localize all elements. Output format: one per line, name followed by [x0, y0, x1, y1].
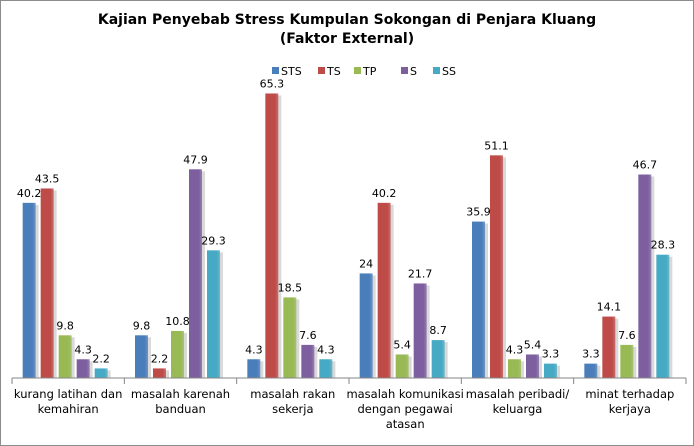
- legend-swatch-tp: [354, 67, 361, 74]
- x-tick-label: banduan: [155, 402, 206, 416]
- x-tick-label: masalah komunikasi: [346, 387, 463, 401]
- data-label: 5.4: [393, 338, 411, 351]
- bar-tp-6: [620, 344, 634, 378]
- bar-ss-5: [544, 363, 557, 378]
- x-tick-label: sekerja: [272, 402, 313, 416]
- data-label: 29.3: [201, 234, 226, 247]
- data-label: 9.8: [133, 319, 151, 332]
- x-tick-label: dengan pegawai: [358, 402, 453, 416]
- legend-label-ss: SS: [442, 65, 456, 78]
- x-tick-label: keluarga: [493, 402, 543, 416]
- legend-swatch-s: [401, 67, 408, 74]
- data-label: 7.6: [299, 329, 317, 342]
- x-tick-label: kurang latihan dan: [14, 387, 122, 401]
- legend-swatch-ss: [433, 67, 440, 74]
- data-label: 43.5: [35, 172, 60, 185]
- legend-swatch-sts: [272, 67, 279, 74]
- data-label: 4.3: [506, 343, 524, 356]
- bar-sts-5: [472, 221, 485, 378]
- data-label: 4.3: [245, 343, 263, 356]
- bar-ts-1: [40, 188, 54, 378]
- legend: STS TS TP S SS: [272, 65, 456, 78]
- bar-ts-3: [265, 93, 279, 378]
- data-label: 8.7: [429, 324, 447, 337]
- legend-label-tp: TP: [362, 65, 377, 78]
- data-label: 10.8: [165, 315, 190, 328]
- data-label: 24: [359, 257, 373, 270]
- data-label: 2.2: [151, 352, 169, 365]
- chart-subtitle: (Faktor External): [279, 31, 415, 47]
- data-label: 47.9: [183, 153, 208, 166]
- data-label: 40.2: [17, 187, 42, 200]
- bar-s-5: [526, 354, 539, 378]
- bar-ts-6: [602, 316, 616, 378]
- data-label: 46.7: [633, 159, 658, 172]
- data-label: 14.1: [597, 301, 622, 314]
- x-tick-label: atasan: [386, 417, 425, 431]
- x-tick-label: masalah karenah: [131, 387, 230, 401]
- bar-ts-4: [377, 202, 391, 378]
- bar-sts-3: [247, 359, 261, 378]
- bars-layer: [22, 93, 673, 378]
- bar-sts-2: [135, 335, 148, 378]
- legend-label-sts: STS: [281, 65, 302, 78]
- bar-sts-1: [22, 202, 36, 378]
- bar-ss-6: [656, 254, 670, 378]
- x-tick-label: masalah rakan: [250, 387, 335, 401]
- data-label: 40.2: [372, 187, 397, 200]
- data-label: 3.3: [582, 348, 600, 361]
- bar-tp-2: [171, 330, 184, 378]
- bar-tp-4: [395, 354, 409, 378]
- bar-tp-3: [283, 297, 297, 378]
- bar-s-4: [413, 283, 427, 378]
- bar-sts-6: [584, 363, 598, 378]
- bar-s-2: [189, 169, 202, 378]
- data-label: 9.8: [56, 319, 74, 332]
- data-label: 51.1: [484, 139, 509, 152]
- data-label: 18.5: [278, 281, 303, 294]
- data-label: 4.3: [317, 343, 335, 356]
- bar-s-1: [76, 359, 90, 378]
- chart-title-block: Kajian Penyebab Stress Kumpulan Sokongan…: [0, 11, 694, 49]
- bar-tp-5: [508, 359, 521, 378]
- bar-ss-2: [207, 250, 220, 378]
- legend-swatch-ts: [318, 67, 325, 74]
- data-label: 35.9: [466, 206, 491, 219]
- bar-ts-2: [153, 368, 166, 378]
- bar-s-3: [301, 344, 315, 378]
- data-label: 3.3: [542, 348, 560, 361]
- x-tick-label: kerjaya: [609, 402, 651, 416]
- data-label: 65.3: [260, 77, 285, 90]
- x-tick-label: minat terhadap: [585, 387, 674, 401]
- data-labels-layer: 40.243.59.84.32.29.82.210.847.929.34.365…: [17, 77, 675, 365]
- x-tick-label: masalah peribadi/: [466, 387, 570, 401]
- bar-s-6: [638, 174, 652, 378]
- data-label: 28.3: [651, 239, 676, 252]
- data-label: 4.3: [74, 343, 92, 356]
- data-label: 2.2: [92, 352, 110, 365]
- data-label: 5.4: [524, 338, 542, 351]
- bar-sts-4: [359, 273, 373, 378]
- legend-label-ts: TS: [326, 65, 341, 78]
- legend-label-s: S: [410, 65, 417, 78]
- chart-title: Kajian Penyebab Stress Kumpulan Sokongan…: [97, 12, 597, 28]
- data-label: 21.7: [408, 267, 433, 280]
- bar-ss-4: [431, 340, 445, 378]
- data-label: 7.6: [618, 329, 636, 342]
- bar-tp-1: [58, 335, 72, 378]
- bar-ts-5: [490, 155, 503, 378]
- x-tick-label: kemahiran: [38, 402, 99, 416]
- bar-ss-3: [319, 359, 333, 378]
- bar-ss-1: [94, 368, 108, 378]
